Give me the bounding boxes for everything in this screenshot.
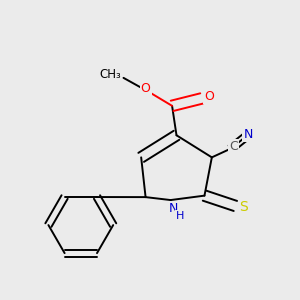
Text: CH₃: CH₃	[99, 68, 121, 81]
Text: O: O	[141, 82, 151, 95]
Text: N: N	[243, 128, 253, 141]
Text: N: N	[168, 202, 178, 215]
Text: H: H	[176, 211, 184, 221]
Text: C: C	[229, 140, 238, 153]
Text: S: S	[239, 200, 248, 214]
Text: O: O	[204, 91, 214, 103]
